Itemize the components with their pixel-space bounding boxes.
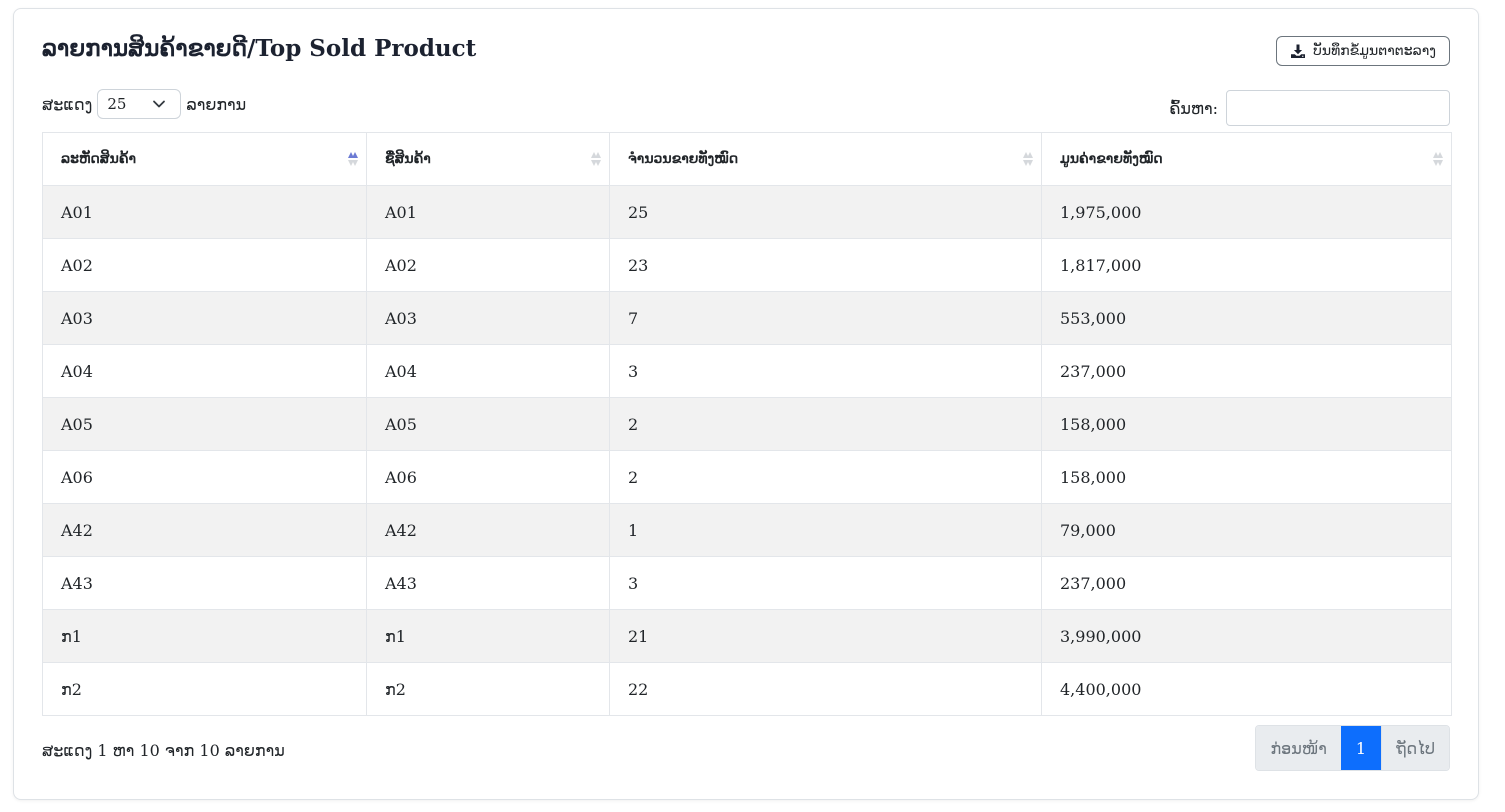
cell-total-value: 3,990,000 xyxy=(1041,609,1452,663)
cell-total-qty: 1 xyxy=(609,503,1042,557)
page-length-value: 25 xyxy=(107,95,127,113)
cell-product-name: ກ2 xyxy=(366,662,610,716)
cell-product-name: A06 xyxy=(366,450,610,504)
cell-product-code: A05 xyxy=(42,397,367,451)
table-row: A04 A04 3 237,000 xyxy=(42,344,1452,398)
length-prefix: ສະແດງ xyxy=(42,94,93,114)
chevron-down-icon xyxy=(153,100,166,108)
length-menu: ສະແດງ 25 ລາຍການ xyxy=(42,89,246,119)
search-input[interactable] xyxy=(1226,90,1450,126)
cell-product-code: A04 xyxy=(42,344,367,398)
table-row: A06 A06 2 158,000 xyxy=(42,450,1452,504)
length-suffix: ລາຍການ xyxy=(186,94,247,114)
prev-page-button[interactable]: ກ່ອນໜ້າ xyxy=(1256,726,1341,770)
table-row: A05 A05 2 158,000 xyxy=(42,397,1452,451)
sort-ascending-icon xyxy=(348,152,358,166)
cell-product-name: ກ1 xyxy=(366,609,610,663)
cell-product-name: A43 xyxy=(366,556,610,610)
cell-total-qty: 2 xyxy=(609,450,1042,504)
cell-total-qty: 23 xyxy=(609,238,1042,292)
table-body: A01 A01 25 1,975,000 A02 A02 23 1,817,000 A03 A03… xyxy=(42,185,1452,716)
page-1-button[interactable]: 1 xyxy=(1340,726,1382,770)
cell-total-value: 4,400,000 xyxy=(1041,662,1452,716)
export-button[interactable]: ບັນທຶກຂໍ້ມູນຕາຕະລາງ xyxy=(1276,36,1450,66)
column-header-product-code[interactable]: ລະຫັດສິນຄ້າ xyxy=(42,132,367,186)
cell-total-qty: 2 xyxy=(609,397,1042,451)
sort-icon xyxy=(1023,152,1033,166)
page-title: ລາຍການສິນຄ້າຂາຍດີ/Top Sold Product xyxy=(42,35,477,62)
column-header-product-name[interactable]: ຊື່ສິນຄ້າ xyxy=(366,132,610,186)
cell-total-value: 79,000 xyxy=(1041,503,1452,557)
cell-product-name: A01 xyxy=(366,185,610,239)
cell-total-qty: 3 xyxy=(609,344,1042,398)
sort-icon xyxy=(591,152,601,166)
column-header-label: ຊື່ສິນຄ້າ xyxy=(385,151,431,167)
column-header-label: ມູນຄ່າຂາຍທັງໝົດ xyxy=(1060,151,1163,167)
table-row: ກ1 ກ1 21 3,990,000 xyxy=(42,609,1452,663)
cell-product-code: A43 xyxy=(42,556,367,610)
column-header-label: ຈຳນວນຂາຍທັງໝົດ xyxy=(628,151,739,167)
cell-product-name: A03 xyxy=(366,291,610,345)
column-header-label: ລະຫັດສິນຄ້າ xyxy=(61,151,137,167)
cell-product-code: A06 xyxy=(42,450,367,504)
column-header-total-qty[interactable]: ຈຳນວນຂາຍທັງໝົດ xyxy=(609,132,1042,186)
table-row: A42 A42 1 79,000 xyxy=(42,503,1452,557)
cell-product-code: A02 xyxy=(42,238,367,292)
cell-total-value: 1,975,000 xyxy=(1041,185,1452,239)
cell-total-qty: 22 xyxy=(609,662,1042,716)
cell-total-qty: 25 xyxy=(609,185,1042,239)
pagination: ກ່ອນໜ້າ 1 ຖັດໄປ xyxy=(1255,725,1450,771)
sort-icon xyxy=(1433,152,1443,166)
next-page-button[interactable]: ຖັດໄປ xyxy=(1381,726,1449,770)
cell-product-code: A01 xyxy=(42,185,367,239)
cell-product-name: A42 xyxy=(366,503,610,557)
cell-product-code: ກ1 xyxy=(42,609,367,663)
cell-total-value: 237,000 xyxy=(1041,344,1452,398)
products-table: ລະຫັດສິນຄ້າ ຊື່ສິນຄ້າ ຈຳນວນຂາຍທັງໝົດ ມູນຄ່າ… xyxy=(42,132,1452,716)
table-row: ກ2 ກ2 22 4,400,000 xyxy=(42,662,1452,716)
cell-product-code: A03 xyxy=(42,291,367,345)
table-row: A01 A01 25 1,975,000 xyxy=(42,185,1452,239)
cell-total-value: 237,000 xyxy=(1041,556,1452,610)
table-info: ສະແດງ 1 ຫາ 10 ຈາກ 10 ລາຍການ xyxy=(42,741,285,760)
cell-product-code: ກ2 xyxy=(42,662,367,716)
cell-total-value: 553,000 xyxy=(1041,291,1452,345)
table-row: A43 A43 3 237,000 xyxy=(42,556,1452,610)
top-sold-product-card: ລາຍການສິນຄ້າຂາຍດີ/Top Sold Product ບັນທຶ… xyxy=(13,8,1479,800)
table-row: A03 A03 7 553,000 xyxy=(42,291,1452,345)
page-length-select[interactable]: 25 xyxy=(97,89,182,119)
download-icon xyxy=(1291,44,1306,58)
cell-total-qty: 3 xyxy=(609,556,1042,610)
cell-total-qty: 21 xyxy=(609,609,1042,663)
table-row: A02 A02 23 1,817,000 xyxy=(42,238,1452,292)
search-label: ຄົ້ນຫາ: xyxy=(1169,98,1218,118)
cell-total-value: 158,000 xyxy=(1041,397,1452,451)
search-box: ຄົ້ນຫາ: xyxy=(1169,90,1450,126)
export-button-label: ບັນທຶກຂໍ້ມູນຕາຕະລາງ xyxy=(1313,43,1436,59)
cell-product-name: A05 xyxy=(366,397,610,451)
cell-product-name: A04 xyxy=(366,344,610,398)
cell-total-value: 158,000 xyxy=(1041,450,1452,504)
cell-total-qty: 7 xyxy=(609,291,1042,345)
cell-product-code: A42 xyxy=(42,503,367,557)
column-header-total-value[interactable]: ມູນຄ່າຂາຍທັງໝົດ xyxy=(1041,132,1452,186)
table-header-row: ລະຫັດສິນຄ້າ ຊື່ສິນຄ້າ ຈຳນວນຂາຍທັງໝົດ ມູນຄ່າ… xyxy=(42,132,1452,186)
cell-total-value: 1,817,000 xyxy=(1041,238,1452,292)
cell-product-name: A02 xyxy=(366,238,610,292)
